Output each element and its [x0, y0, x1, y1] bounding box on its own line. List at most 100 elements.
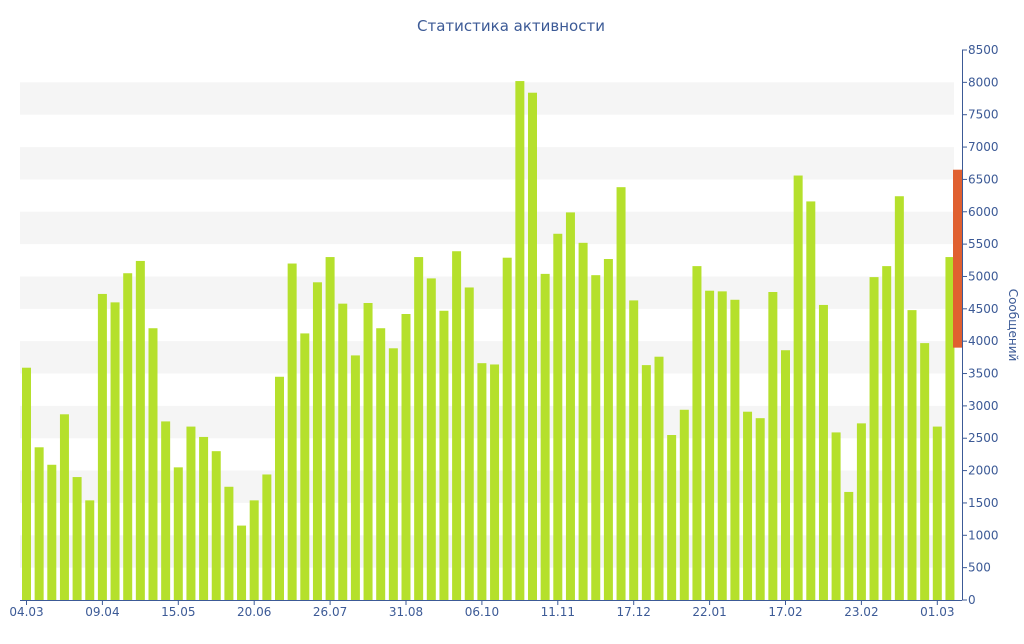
bar[interactable] [654, 356, 664, 600]
bar[interactable] [768, 292, 778, 600]
y-tick-label: 4000 [968, 334, 999, 348]
x-tick-label: 17.02 [768, 605, 802, 619]
bar[interactable] [932, 426, 942, 600]
bar[interactable] [781, 350, 790, 600]
x-tick-label: 17.12 [617, 605, 651, 619]
bar[interactable] [350, 355, 360, 600]
bar[interactable] [806, 201, 816, 601]
bar[interactable] [426, 278, 436, 600]
x-tick-label: 09.04 [85, 605, 119, 619]
bar[interactable] [173, 467, 183, 600]
y-tick-label: 6000 [968, 205, 999, 219]
x-tick-label: 23.02 [844, 605, 878, 619]
bar[interactable] [616, 187, 626, 601]
bar[interactable] [818, 304, 828, 600]
bar[interactable] [856, 423, 866, 600]
bar[interactable] [47, 464, 57, 600]
bar[interactable] [148, 328, 158, 600]
bar[interactable] [591, 275, 601, 600]
bar[interactable] [490, 364, 500, 600]
bar[interactable] [667, 435, 677, 600]
bar[interactable] [97, 293, 107, 600]
bar[interactable] [755, 418, 765, 600]
bar[interactable] [844, 491, 854, 600]
y-tick-label: 8000 [968, 75, 999, 89]
bar[interactable] [452, 251, 462, 600]
bar[interactable] [85, 500, 95, 600]
bar[interactable] [945, 257, 955, 600]
y-axis-label: Сообщений [1006, 289, 1020, 362]
bar[interactable] [743, 411, 753, 600]
bar[interactable] [123, 273, 133, 600]
chart-title: Статистика активности [417, 17, 605, 35]
bar[interactable] [325, 257, 335, 600]
bar[interactable] [110, 302, 120, 600]
x-tick-label: 22.01 [692, 605, 726, 619]
bar[interactable] [515, 81, 525, 600]
bar[interactable] [275, 376, 284, 600]
bar[interactable] [578, 242, 588, 600]
x-tick-label: 06.10 [465, 605, 499, 619]
y-tick-label: 8500 [968, 43, 999, 57]
bar[interactable] [477, 363, 487, 600]
bar[interactable] [869, 277, 879, 600]
bar[interactable] [553, 233, 563, 600]
bar[interactable] [59, 414, 69, 600]
bar[interactable] [540, 273, 550, 600]
bar[interactable] [793, 175, 803, 600]
bar[interactable] [603, 259, 613, 600]
bar[interactable] [135, 260, 145, 600]
bar[interactable] [641, 365, 651, 600]
bar[interactable] [312, 282, 322, 600]
x-tick-label: 11.11 [541, 605, 575, 619]
grid-band [20, 82, 954, 115]
y-tick-label: 6500 [968, 172, 999, 186]
y-tick-label: 7500 [968, 108, 999, 122]
bar[interactable] [376, 328, 386, 600]
bar[interactable] [211, 451, 221, 600]
bars-group [22, 81, 962, 601]
bar[interactable] [705, 290, 715, 600]
bar[interactable] [161, 421, 171, 600]
bar[interactable] [882, 266, 892, 600]
x-tick-label: 15.05 [161, 605, 195, 619]
bar[interactable] [894, 196, 904, 600]
bar[interactable] [287, 263, 297, 600]
bar[interactable] [186, 426, 196, 600]
bar[interactable] [22, 367, 31, 600]
bar[interactable] [565, 212, 575, 601]
bar[interactable] [414, 257, 424, 600]
bar[interactable] [502, 257, 512, 600]
bar[interactable] [199, 436, 209, 600]
bar[interactable] [72, 477, 82, 600]
y-tick-label: 5000 [968, 269, 999, 283]
bar[interactable] [262, 474, 272, 600]
bar[interactable] [363, 303, 373, 600]
bar[interactable] [692, 266, 702, 600]
bar[interactable] [338, 303, 348, 600]
bar[interactable] [920, 343, 930, 600]
y-axis: 0 500 1000 1500 2000 2500 3000 3500 4000 4500 5000… [962, 43, 999, 607]
bar[interactable] [730, 299, 740, 600]
x-tick-label: 31.08 [389, 605, 423, 619]
bar[interactable] [629, 300, 639, 600]
bar[interactable] [224, 486, 234, 600]
x-axis: 04.03 09.04 15.05 20.06 26.07 31.08 06.10 11.11… [9, 600, 962, 619]
bar[interactable] [237, 525, 247, 600]
bar[interactable] [907, 310, 917, 600]
bar[interactable] [300, 333, 310, 600]
bar[interactable] [249, 500, 259, 600]
y-tick-label: 5500 [968, 237, 999, 251]
bar[interactable] [439, 310, 449, 600]
bar[interactable] [34, 447, 44, 600]
bar[interactable] [717, 291, 727, 600]
bar[interactable] [528, 92, 537, 601]
bar[interactable] [679, 409, 689, 600]
bar[interactable] [464, 287, 474, 600]
bar[interactable] [831, 432, 841, 600]
bar[interactable] [401, 314, 411, 600]
y-tick-label: 1000 [968, 528, 999, 542]
bar[interactable] [388, 348, 398, 600]
y-tick-label: 2000 [968, 464, 999, 478]
